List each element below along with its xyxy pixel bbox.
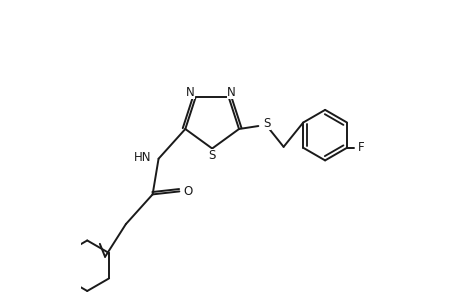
Text: HN: HN — [134, 151, 151, 164]
Text: N: N — [185, 85, 194, 99]
Text: N: N — [227, 85, 235, 99]
Text: F: F — [358, 141, 364, 154]
Text: S: S — [208, 148, 215, 162]
Text: S: S — [263, 117, 270, 130]
Text: O: O — [183, 185, 192, 198]
